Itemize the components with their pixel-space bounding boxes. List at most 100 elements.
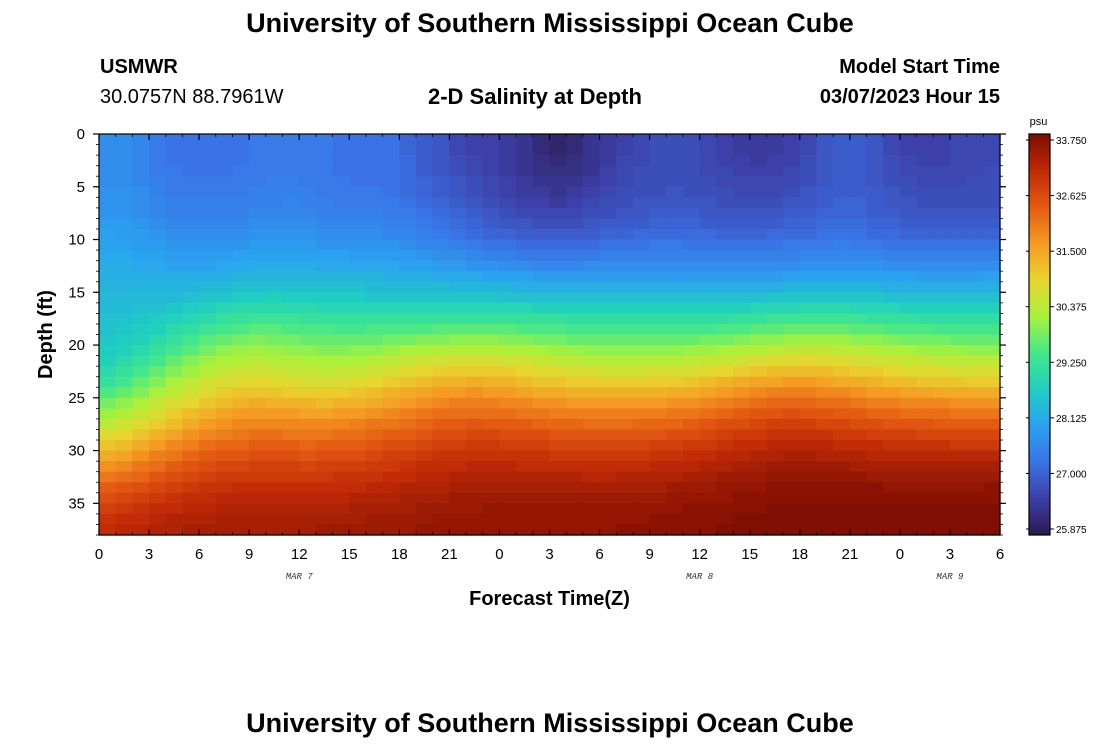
- heatmap-cell: [449, 323, 467, 336]
- heatmap-cell: [149, 165, 167, 177]
- heatmap-cell: [399, 228, 417, 241]
- heatmap-cell: [165, 524, 184, 536]
- heatmap-cell: [582, 250, 601, 262]
- heatmap-cell: [299, 355, 317, 367]
- heatmap-cell: [516, 334, 534, 346]
- heatmap-cell: [699, 334, 717, 346]
- colorbar: psu 33.75032.62531.50030.37529.25028.125…: [1026, 116, 1087, 536]
- heatmap-cell: [365, 355, 384, 367]
- heatmap-cell: [582, 165, 601, 177]
- heatmap-cell: [749, 440, 768, 452]
- colorbar-tick-label: 30.375: [1056, 303, 1087, 314]
- heatmap-cell: [332, 513, 350, 526]
- heatmap-cell: [232, 197, 250, 209]
- heatmap-cell: [499, 302, 517, 314]
- heatmap-cell: [332, 366, 350, 378]
- heatmap-cell: [399, 313, 417, 325]
- heatmap-cell: [849, 155, 868, 167]
- heatmap-cell: [282, 345, 300, 357]
- heatmap-cell: [966, 482, 984, 494]
- heatmap-cell: [866, 492, 884, 504]
- heatmap-cell: [499, 260, 517, 272]
- heatmap-cell: [499, 471, 517, 483]
- heatmap-cell: [466, 197, 484, 209]
- heatmap-cell: [149, 524, 167, 536]
- heatmap-cell: [783, 334, 801, 346]
- heatmap-cell: [382, 292, 400, 304]
- heatmap-cell: [482, 471, 501, 483]
- heatmap-cell: [199, 345, 217, 357]
- heatmap-cell: [99, 376, 117, 388]
- heatmap-cell: [249, 440, 267, 452]
- heatmap-cell: [482, 313, 501, 325]
- heatmap-cell: [933, 334, 951, 346]
- heatmap-cell: [132, 366, 150, 378]
- heatmap-cell: [99, 524, 117, 536]
- heatmap-cell: [199, 387, 217, 399]
- heatmap-cell: [616, 228, 634, 241]
- heatmap-cell: [399, 345, 417, 357]
- heatmap-cell: [599, 176, 617, 188]
- heatmap-cell: [182, 323, 200, 336]
- heatmap-cell: [382, 334, 400, 346]
- heatmap-cell: [416, 397, 434, 409]
- heatmap-cell: [349, 482, 367, 494]
- heatmap-cell: [666, 250, 684, 262]
- heatmap-cell: [883, 366, 901, 378]
- heatmap-cell: [549, 471, 567, 483]
- heatmap-cell: [883, 292, 901, 304]
- heatmap-cell: [866, 471, 884, 483]
- heatmap-cells: [99, 134, 1001, 536]
- heatmap-cell: [432, 207, 450, 220]
- heatmap-cell: [916, 271, 934, 283]
- heatmap-cell: [649, 250, 667, 262]
- heatmap-cell: [299, 165, 317, 177]
- heatmap-cell: [249, 524, 267, 536]
- heatmap-cell: [866, 239, 884, 251]
- colorbar-tick-label: 33.750: [1056, 136, 1087, 147]
- x-tick-label: 21: [441, 546, 458, 563]
- heatmap-cell: [232, 334, 250, 346]
- heatmap-cell: [783, 323, 801, 336]
- heatmap-cell: [349, 260, 367, 272]
- heatmap-cell: [182, 165, 200, 177]
- heatmap-cell: [849, 345, 868, 357]
- heatmap-cell: [516, 250, 534, 262]
- heatmap-cell: [99, 450, 117, 462]
- heatmap-cell: [365, 271, 384, 283]
- heatmap-cell: [549, 250, 567, 262]
- heatmap-cell: [666, 292, 684, 304]
- heatmap-cell: [899, 366, 918, 378]
- heatmap-cell: [182, 250, 200, 262]
- heatmap-cell: [849, 281, 868, 293]
- heatmap-cell: [482, 271, 501, 283]
- heatmap-cell: [899, 197, 918, 209]
- heatmap-cell: [182, 355, 200, 367]
- heatmap-cell: [966, 197, 984, 209]
- heatmap-cell: [99, 418, 117, 431]
- heatmap-cell: [616, 503, 634, 515]
- heatmap-cell: [165, 186, 184, 198]
- heatmap-cell: [249, 134, 267, 146]
- heatmap-cell: [382, 418, 400, 431]
- heatmap-cell: [382, 461, 400, 473]
- heatmap-cell: [532, 355, 551, 367]
- heatmap-cell: [649, 155, 667, 167]
- heatmap-cell: [632, 292, 651, 304]
- heatmap-cell: [516, 176, 534, 188]
- heatmap-cell: [799, 503, 818, 515]
- heatmap-cell: [249, 302, 267, 314]
- heatmap-cell: [149, 292, 167, 304]
- x-tick-label: 0: [896, 546, 904, 563]
- heatmap-cell: [666, 228, 684, 241]
- heatmap-cell: [983, 155, 1001, 167]
- heatmap-cell: [749, 207, 768, 220]
- heatmap-cell: [365, 134, 384, 146]
- heatmap-cell: [816, 271, 834, 283]
- heatmap-cell: [532, 408, 551, 420]
- heatmap-cell: [566, 387, 584, 399]
- heatmap-cell: [699, 260, 717, 272]
- heatmap-cell: [916, 397, 934, 409]
- heatmap-cell: [182, 197, 200, 209]
- heatmap-cell: [432, 197, 450, 209]
